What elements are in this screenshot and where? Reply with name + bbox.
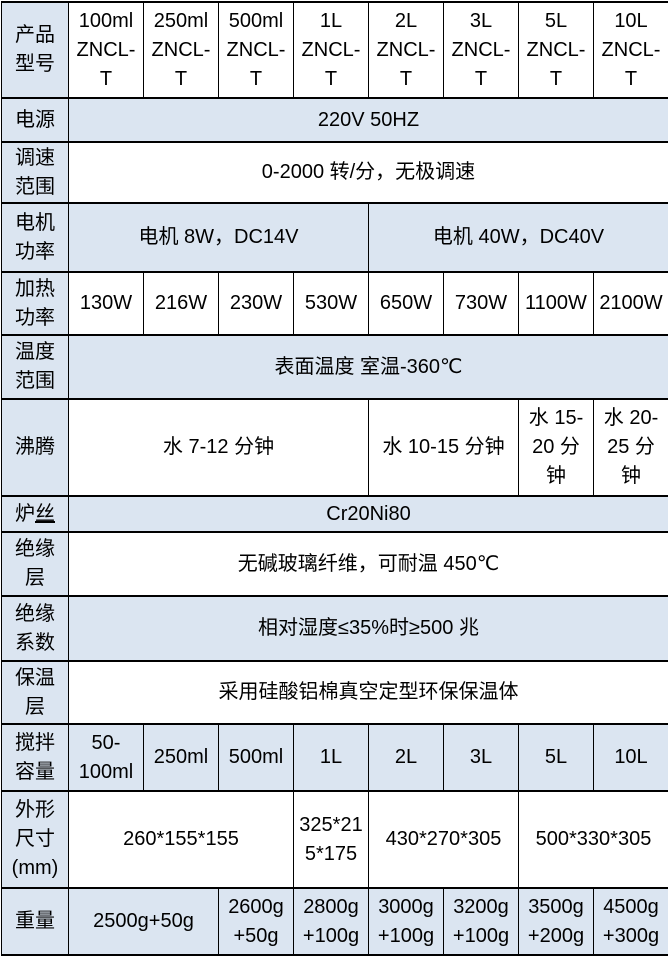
spec-cell: 1L [294, 724, 369, 791]
spec-cell: 2800g+100g [294, 888, 369, 955]
spec-cell: 3L [444, 724, 519, 791]
spec-cell: 4500g+300g [594, 888, 668, 955]
row-label-product-model: 产品型号 [2, 2, 69, 98]
spec-cell: 2600g+50g [219, 888, 294, 955]
spec-cell: 0-2000 转/分，无极调速 [69, 142, 668, 203]
spec-cell: 325*215*175 [294, 791, 369, 888]
spec-cell: 3200g+100g [444, 888, 519, 955]
table-row-speed-range: 调速范围 0-2000 转/分，无极调速 [2, 142, 668, 203]
spec-cell: 530W [294, 272, 369, 335]
spec-cell: 220V 50HZ [69, 98, 668, 142]
spec-cell: 130W [69, 272, 144, 335]
spec-cell: 电机 40W，DC40V [369, 203, 668, 272]
table-row-heating-wire: 炉丝 Cr20Ni80 [2, 496, 668, 532]
row-label-insulation-layer: 绝缘层 [2, 532, 69, 596]
spec-cell: 730W [444, 272, 519, 335]
row-label-speed-range: 调速范围 [2, 142, 69, 203]
table-row-temperature-range: 温度范围 表面温度 室温-360℃ [2, 335, 668, 399]
row-label-heating-power: 加热功率 [2, 272, 69, 335]
row-label-temperature-range: 温度范围 [2, 335, 69, 399]
spec-cell: 水 10-15 分钟 [369, 399, 519, 496]
table-row-boiling-time: 沸腾 水 7-12 分钟 水 10-15 分钟 水 15-20 分钟 水 20-… [2, 399, 668, 496]
row-label-power-supply: 电源 [2, 98, 69, 142]
table-row-stirring-capacity: 搅拌容量 50-100ml 250ml 500ml 1L 2L 3L 5L 10… [2, 724, 668, 791]
row-label-dimensions: 外形尺寸(mm) [2, 791, 69, 888]
spec-cell: 430*270*305 [369, 791, 519, 888]
spec-cell: 10L [594, 724, 668, 791]
spec-cell: 2100W [594, 272, 668, 335]
spec-cell: 2500g+50g [69, 888, 219, 955]
model-cell: 5L ZNCL-T [519, 2, 594, 98]
row-label-text-underlined: 丝 [35, 503, 55, 525]
spec-cell: 50-100ml [69, 724, 144, 791]
table-row-product-model: 产品型号 100ml ZNCL-T 250ml ZNCL-T 500ml ZNC… [2, 2, 668, 98]
spec-cell: 5L [519, 724, 594, 791]
spec-cell: 电机 8W，DC14V [69, 203, 369, 272]
spec-cell: Cr20Ni80 [69, 496, 668, 532]
model-cell: 3L ZNCL-T [444, 2, 519, 98]
spec-cell: 表面温度 室温-360℃ [69, 335, 668, 399]
row-label-text: 炉 [15, 503, 35, 525]
row-label-thermal-layer: 保温层 [2, 661, 69, 724]
model-cell: 2L ZNCL-T [369, 2, 444, 98]
model-cell: 1L ZNCL-T [294, 2, 369, 98]
spec-cell: 水 15-20 分钟 [519, 399, 594, 496]
spec-cell: 250ml [144, 724, 219, 791]
spec-cell: 相对湿度≤35%时≥500 兆 [69, 596, 668, 661]
spec-cell: 采用硅酸铝棉真空定型环保保温体 [69, 661, 668, 724]
row-label-stirring-capacity: 搅拌容量 [2, 724, 69, 791]
table-row-insulation-layer: 绝缘层 无碱玻璃纤维，可耐温 450℃ [2, 532, 668, 596]
table-row-power-supply: 电源 220V 50HZ [2, 98, 668, 142]
spec-cell: 3000g+100g [369, 888, 444, 955]
spec-cell: 水 7-12 分钟 [69, 399, 369, 496]
model-cell: 100ml ZNCL-T [69, 2, 144, 98]
table-row-motor-power: 电机功率 电机 8W，DC14V 电机 40W，DC40V [2, 203, 668, 272]
row-label-weight: 重量 [2, 888, 69, 955]
table-row-insulation-coefficient: 绝缘系数 相对湿度≤35%时≥500 兆 [2, 596, 668, 661]
spec-cell: 3500g+200g [519, 888, 594, 955]
spec-cell: 2L [369, 724, 444, 791]
row-label-boiling-time: 沸腾 [2, 399, 69, 496]
row-label-heating-wire: 炉丝 [2, 496, 69, 532]
model-cell: 10L ZNCL-T [594, 2, 668, 98]
table-row-dimensions: 外形尺寸(mm) 260*155*155 325*215*175 430*270… [2, 791, 668, 888]
spec-cell: 260*155*155 [69, 791, 294, 888]
spec-cell: 216W [144, 272, 219, 335]
table-row-weight: 重量 2500g+50g 2600g+50g 2800g+100g 3000g+… [2, 888, 668, 955]
spec-cell: 1100W [519, 272, 594, 335]
spec-cell: 230W [219, 272, 294, 335]
spec-cell: 无碱玻璃纤维，可耐温 450℃ [69, 532, 668, 596]
spec-cell: 500*330*305 [519, 791, 668, 888]
model-cell: 250ml ZNCL-T [144, 2, 219, 98]
model-cell: 500ml ZNCL-T [219, 2, 294, 98]
table-row-thermal-layer: 保温层 采用硅酸铝棉真空定型环保保温体 [2, 661, 668, 724]
spec-cell: 650W [369, 272, 444, 335]
row-label-insulation-coefficient: 绝缘系数 [2, 596, 69, 661]
table-row-heating-power: 加热功率 130W 216W 230W 530W 650W 730W 1100W… [2, 272, 668, 335]
row-label-motor-power: 电机功率 [2, 203, 69, 272]
spec-cell: 500ml [219, 724, 294, 791]
spec-cell: 水 20-25 分钟 [594, 399, 668, 496]
